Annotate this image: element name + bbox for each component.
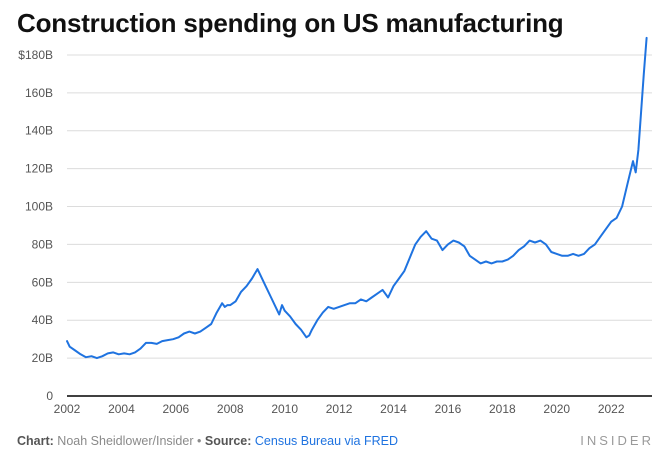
- source-link[interactable]: Census Bureau via FRED: [254, 434, 399, 448]
- footer-separator: •: [196, 434, 202, 448]
- y-tick-label: 120B: [25, 162, 53, 176]
- chart-credit-label: Chart:: [17, 434, 54, 448]
- source-label: Source:: [204, 434, 252, 448]
- y-tick-label: 140B: [25, 124, 53, 138]
- y-tick-label: 160B: [25, 86, 53, 100]
- x-tick-label: 2020: [543, 402, 570, 416]
- x-tick-label: 2004: [108, 402, 135, 416]
- x-tick-label: 2018: [489, 402, 516, 416]
- x-tick-label: 2010: [271, 402, 298, 416]
- x-tick-label: 2022: [598, 402, 625, 416]
- y-tick-label: 0: [46, 389, 53, 403]
- y-tick-label: $180B: [18, 48, 53, 62]
- footer-credit: Chart: Noah Sheidlower/Insider • Source:…: [17, 434, 398, 448]
- insider-logo: INSIDER: [580, 433, 654, 448]
- y-tick-label: 20B: [32, 351, 53, 365]
- y-tick-label: 40B: [32, 313, 53, 327]
- series-line: [66, 36, 648, 360]
- x-tick-label: 2012: [326, 402, 353, 416]
- chart-title: Construction spending on US manufacturin…: [17, 8, 564, 38]
- x-tick-label: 2002: [54, 402, 81, 416]
- series-layer: [66, 36, 648, 360]
- x-tick-label: 2006: [162, 402, 189, 416]
- x-tick-label: 2016: [435, 402, 462, 416]
- x-tick-label: 2014: [380, 402, 407, 416]
- y-tick-label: 80B: [32, 237, 53, 251]
- y-tick-label: 100B: [25, 200, 53, 214]
- gridlines: [67, 54, 652, 359]
- y-tick-label: 60B: [32, 275, 53, 289]
- chart-credit-author: Noah Sheidlower/Insider: [57, 434, 194, 448]
- x-tick-label: 2008: [217, 402, 244, 416]
- axes: 0 20B 40B 60B 80B 100B 120B 140B 160B $180B 2002 20…: [18, 48, 652, 416]
